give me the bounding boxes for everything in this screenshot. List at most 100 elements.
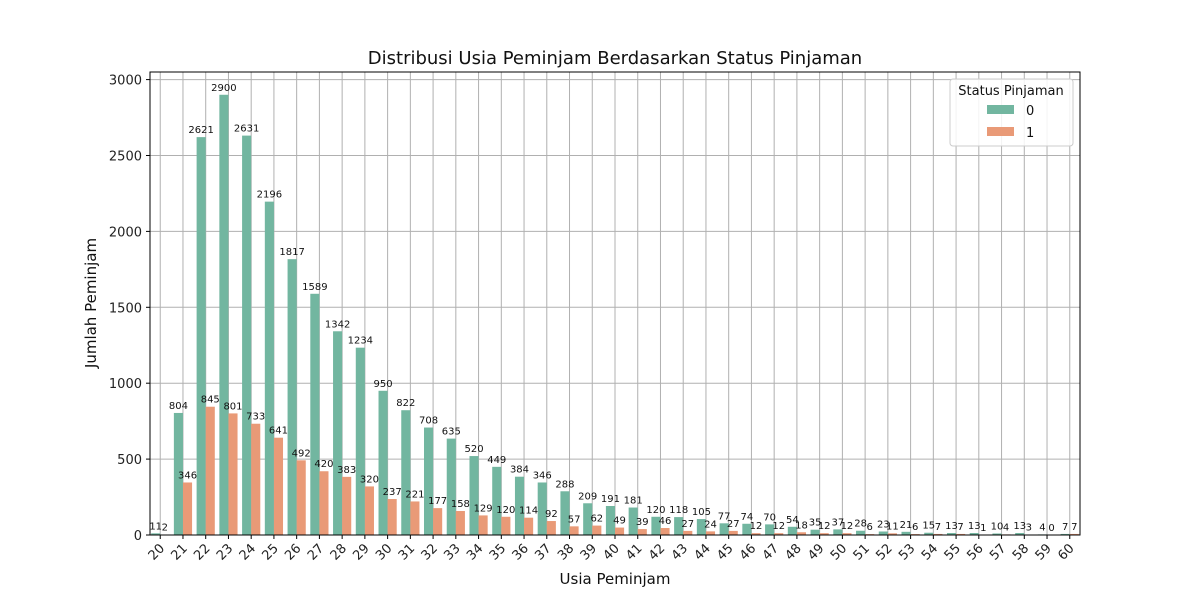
bar-series-0-51 bbox=[856, 530, 866, 535]
bar-label-series-0-46: 74 bbox=[741, 512, 754, 523]
bar-series-1-22 bbox=[205, 406, 215, 535]
bar-label-series-0-35: 449 bbox=[487, 455, 506, 466]
bar-series-0-34 bbox=[469, 456, 479, 535]
bar-label-series-0-22: 2621 bbox=[188, 125, 213, 136]
bar-series-1-52 bbox=[887, 533, 897, 535]
x-tick-label-37: 37 bbox=[532, 541, 554, 563]
bar-label-series-1-32: 177 bbox=[428, 496, 447, 507]
x-tick-label-50: 50 bbox=[828, 541, 850, 563]
bar-series-1-28 bbox=[342, 476, 352, 535]
bar-series-0-52 bbox=[878, 531, 888, 535]
bar-label-series-1-57: 4 bbox=[1003, 522, 1009, 533]
bar-series-1-30 bbox=[387, 499, 397, 535]
bar-label-series-0-34: 520 bbox=[464, 444, 483, 455]
bar-series-0-23 bbox=[219, 94, 229, 535]
bar-label-series-0-26: 1817 bbox=[279, 247, 304, 258]
bar-series-0-60 bbox=[1060, 533, 1070, 535]
bar-series-1-55 bbox=[956, 533, 966, 535]
bar-label-series-0-21: 804 bbox=[169, 401, 188, 412]
x-tick-label-32: 32 bbox=[419, 541, 441, 563]
bar-series-0-42 bbox=[651, 516, 661, 535]
bar-label-series-0-38: 288 bbox=[555, 479, 574, 490]
bar-series-0-49 bbox=[810, 529, 820, 535]
bar-label-series-0-48: 54 bbox=[786, 515, 799, 526]
y-tick-label-0: 0 bbox=[134, 529, 142, 544]
bar-series-0-57 bbox=[992, 533, 1002, 535]
x-tick-label-54: 54 bbox=[919, 541, 941, 563]
x-tick-label-34: 34 bbox=[464, 541, 486, 563]
bar-label-series-1-46: 12 bbox=[750, 521, 763, 532]
x-tick-label-49: 49 bbox=[805, 541, 827, 563]
bar-series-0-29 bbox=[355, 347, 365, 535]
bar-label-series-0-56: 13 bbox=[968, 521, 981, 532]
bar-series-1-42 bbox=[660, 528, 670, 535]
bar-label-series-0-57: 10 bbox=[991, 521, 1004, 532]
bar-series-0-37 bbox=[537, 482, 547, 535]
x-tick-label-30: 30 bbox=[373, 541, 395, 563]
bar-series-1-26 bbox=[296, 460, 306, 535]
bar-series-1-39 bbox=[592, 525, 602, 535]
bar-label-series-0-60: 7 bbox=[1062, 522, 1068, 533]
bar-label-series-1-59: 0 bbox=[1048, 523, 1054, 534]
bar-label-series-1-38: 57 bbox=[568, 514, 581, 525]
x-tick-label-55: 55 bbox=[942, 541, 964, 563]
bar-series-0-33 bbox=[446, 438, 456, 535]
y-axis-label: Jumlah Peminjam bbox=[82, 238, 100, 369]
x-tick-label-25: 25 bbox=[259, 541, 281, 563]
bar-series-1-37 bbox=[546, 521, 556, 535]
bar-label-series-1-44: 24 bbox=[704, 519, 717, 530]
bar-label-series-0-52: 23 bbox=[877, 520, 890, 531]
bar-series-1-33 bbox=[455, 511, 465, 535]
legend-title: Status Pinjaman bbox=[958, 84, 1063, 99]
x-tick-label-53: 53 bbox=[896, 541, 918, 563]
bar-label-series-1-28: 383 bbox=[337, 465, 356, 476]
bar-label-series-1-48: 18 bbox=[795, 520, 808, 531]
bar-label-series-0-41: 181 bbox=[624, 496, 643, 507]
x-tick-label-27: 27 bbox=[305, 541, 327, 563]
x-tick-label-36: 36 bbox=[510, 541, 532, 563]
x-tick-label-60: 60 bbox=[1055, 541, 1077, 563]
bar-label-series-1-54: 7 bbox=[935, 522, 941, 533]
bar-label-series-1-52: 11 bbox=[886, 521, 899, 532]
x-tick-label-40: 40 bbox=[601, 541, 623, 563]
bar-label-series-1-58: 3 bbox=[1026, 523, 1032, 534]
bar-label-series-0-25: 2196 bbox=[257, 190, 282, 201]
bar-label-series-0-30: 950 bbox=[374, 379, 393, 390]
y-tick-label-1500: 1500 bbox=[109, 301, 142, 316]
bar-series-1-24 bbox=[251, 423, 261, 535]
bar-series-0-32 bbox=[423, 427, 434, 535]
bar-label-series-0-28: 1342 bbox=[325, 319, 350, 330]
bar-series-1-46 bbox=[751, 533, 761, 535]
bar-label-series-0-51: 28 bbox=[854, 519, 867, 530]
bar-series-1-31 bbox=[410, 501, 420, 535]
bar-series-1-21 bbox=[182, 482, 193, 535]
bar-series-1-41 bbox=[637, 529, 647, 535]
x-tick-label-47: 47 bbox=[760, 541, 782, 563]
bar-series-0-24 bbox=[242, 135, 252, 535]
bar-series-1-36 bbox=[524, 517, 534, 535]
x-tick-label-45: 45 bbox=[714, 541, 736, 563]
x-tick-label-46: 46 bbox=[737, 541, 759, 563]
bar-series-1-45 bbox=[728, 530, 738, 535]
bar-label-series-0-36: 384 bbox=[510, 465, 529, 476]
x-tick-labels: 20 21 22 23 24 25 26 27 28 29 30 31 32 33 34 35 36 37 38 39… bbox=[146, 535, 1078, 564]
bar-label-series-0-32: 708 bbox=[419, 416, 438, 427]
bar-label-series-1-47: 12 bbox=[772, 521, 785, 532]
bar-label-series-1-45: 27 bbox=[727, 519, 740, 530]
legend-swatch-1 bbox=[987, 127, 1014, 136]
x-tick-label-52: 52 bbox=[873, 541, 895, 563]
x-tick-label-29: 29 bbox=[350, 541, 372, 563]
bar-label-series-0-44: 105 bbox=[692, 507, 711, 518]
bar-label-series-1-53: 6 bbox=[912, 522, 918, 533]
bar-label-series-1-20: 2 bbox=[162, 523, 168, 534]
bar-series-1-54 bbox=[933, 533, 943, 535]
bar-label-series-0-59: 4 bbox=[1039, 522, 1045, 533]
bar-series-0-38 bbox=[560, 491, 570, 535]
bar-series-1-23 bbox=[228, 413, 238, 535]
bar-series-0-35 bbox=[492, 466, 502, 535]
bar-series-0-50 bbox=[833, 529, 843, 535]
bar-value-labels: 1180426212900263121961817158913421234950… bbox=[149, 83, 1077, 534]
bar-label-series-0-54: 15 bbox=[922, 521, 935, 532]
y-tick-labels: 0 500 1000 1500 2000 2500 3000 bbox=[109, 74, 150, 544]
x-tick-label-26: 26 bbox=[282, 541, 304, 563]
